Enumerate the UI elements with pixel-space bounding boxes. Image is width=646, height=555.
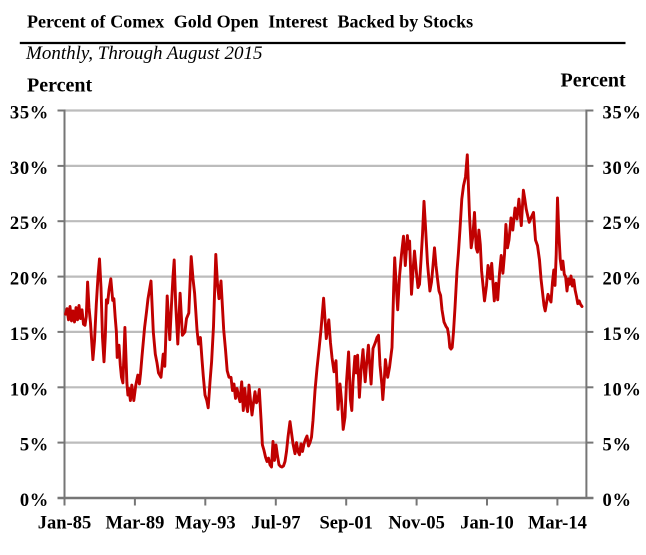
svg-text:0%: 0%: [20, 491, 49, 511]
svg-text:20%: 20%: [603, 270, 642, 290]
svg-text:Percent of Comex Gold Open I: Percent of Comex Gold Open Interest Back…: [27, 12, 473, 32]
svg-text:May-93: May-93: [175, 514, 236, 534]
svg-text:25%: 25%: [10, 214, 49, 234]
svg-text:Jan-85: Jan-85: [38, 514, 91, 534]
svg-text:Mar-89: Mar-89: [105, 514, 164, 534]
svg-text:0%: 0%: [603, 491, 632, 511]
svg-text:30%: 30%: [10, 159, 49, 179]
svg-text:Jul-97: Jul-97: [251, 514, 300, 534]
svg-text:Jan-10: Jan-10: [460, 514, 513, 534]
svg-text:15%: 15%: [603, 325, 642, 345]
svg-text:10%: 10%: [603, 380, 642, 400]
svg-text:25%: 25%: [603, 214, 642, 234]
svg-text:15%: 15%: [10, 325, 49, 345]
svg-text:Mar-14: Mar-14: [528, 514, 587, 534]
svg-text:35%: 35%: [10, 104, 49, 124]
svg-text:Percent: Percent: [27, 75, 92, 97]
svg-text:Nov-05: Nov-05: [388, 514, 445, 534]
svg-text:5%: 5%: [603, 436, 632, 456]
svg-text:35%: 35%: [603, 104, 642, 124]
svg-text:30%: 30%: [603, 159, 642, 179]
svg-text:10%: 10%: [10, 380, 49, 400]
svg-text:20%: 20%: [10, 270, 49, 290]
svg-text:5%: 5%: [20, 436, 49, 456]
svg-text:Sep-01: Sep-01: [319, 514, 372, 534]
svg-text:Monthly, Through August 2015: Monthly, Through August 2015: [25, 43, 262, 64]
svg-text:Percent: Percent: [561, 70, 626, 92]
